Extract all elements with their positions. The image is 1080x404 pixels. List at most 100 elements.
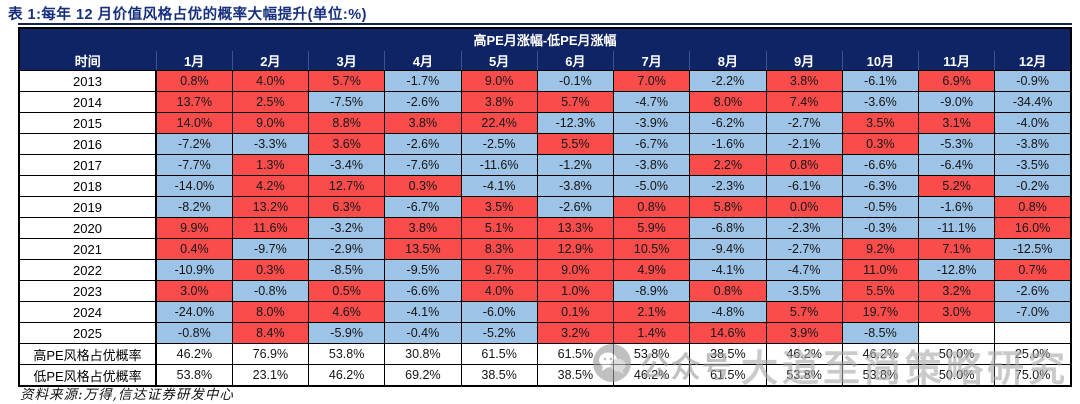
value-cell: 50.0%	[917, 364, 996, 387]
value-cell: 6.3%	[307, 196, 386, 218]
table-row: 2018 -14.0% 4.2% 12.7% 0.3% -4.1% -3.8% -5.0% -2…	[18, 175, 1072, 197]
value-cell: 22.4%	[460, 112, 538, 134]
value-cell: 46.2%	[841, 343, 920, 365]
value-cell: 4.9%	[612, 259, 691, 281]
table-row: 2016 -7.2% -3.3% 3.6% -2.6% -2.5% 5.5% -6.7% -1.…	[18, 133, 1072, 155]
value-cell: 76.9%	[231, 343, 310, 365]
table-row: 2015 14.0% 9.0% 8.8% 3.8% 22.4% -12.3% -3.9% -6.…	[18, 112, 1072, 134]
value-cell: -4.8%	[689, 301, 767, 323]
value-cell: 6.9%	[917, 70, 996, 92]
value-cell: 0.8%	[612, 196, 691, 218]
header-time: 时间	[18, 50, 157, 71]
value-cell: 0.3%	[384, 175, 462, 197]
column-header-row: 时间 1月 2月 3月 4月 5月 6月 7月 8月 9月 10月 11月 12月	[18, 50, 1072, 71]
header-month: 12月	[994, 50, 1072, 71]
value-cell: 16.0%	[994, 217, 1072, 239]
value-cell: 5.9%	[612, 217, 691, 239]
value-cell: 3.8%	[384, 217, 462, 239]
value-cell: -3.5%	[765, 280, 843, 302]
value-cell: 5.2%	[917, 175, 996, 197]
value-cell: -9.4%	[689, 238, 767, 260]
table-row: 2019 -8.2% 13.2% 6.3% -6.7% 3.5% -2.6% 0.8% 5.8%…	[18, 196, 1072, 218]
table-row: 低PE风格占优概率 53.8% 23.1% 46.2% 69.2% 38.5% 38.5% 4…	[18, 364, 1072, 387]
header-month: 10月	[841, 50, 920, 71]
value-cell: -0.3%	[841, 217, 920, 239]
pe-monthly-return-table: 高PE月涨幅-低PE月涨幅 时间 1月 2月 3月 4月 5月 6月 7月 8月 9月 10月 11月 1…	[18, 27, 1072, 387]
value-cell: 61.5%	[460, 343, 538, 365]
value-cell: 30.8%	[384, 343, 462, 365]
value-cell: -1.2%	[536, 154, 615, 176]
title-divider-rule	[18, 23, 1072, 25]
value-cell: 8.0%	[231, 301, 310, 323]
value-cell: 3.5%	[841, 112, 920, 134]
value-cell: -3.9%	[612, 112, 691, 134]
value-cell: -12.3%	[536, 112, 615, 134]
row-label: 高PE风格占优概率	[18, 343, 157, 365]
value-cell: 14.6%	[689, 322, 767, 344]
header-month: 7月	[612, 50, 691, 71]
value-cell: -3.8%	[612, 154, 691, 176]
value-cell: 5.7%	[765, 301, 843, 323]
value-cell: -6.4%	[917, 154, 996, 176]
value-cell: 0.5%	[307, 280, 386, 302]
value-cell: 1.0%	[536, 280, 615, 302]
value-cell: -2.6%	[536, 196, 615, 218]
band-header-row: 高PE月涨幅-低PE月涨幅	[18, 27, 1072, 51]
value-cell: 1.4%	[612, 322, 691, 344]
header-month: 8月	[689, 50, 767, 71]
value-cell: -34.4%	[994, 91, 1072, 113]
value-cell: -5.9%	[307, 322, 386, 344]
value-cell: 38.5%	[689, 343, 767, 365]
row-label: 2018	[18, 175, 157, 197]
header-month: 11月	[917, 50, 996, 71]
table-row: 2022 -10.9% 0.3% -8.5% -9.5% 9.7% 9.0% 4.9% -4.1…	[18, 259, 1072, 281]
value-cell: 13.2%	[231, 196, 310, 218]
value-cell: 3.0%	[917, 301, 996, 323]
value-cell: 23.1%	[231, 364, 310, 387]
value-cell: -6.6%	[384, 280, 462, 302]
header-month: 9月	[765, 50, 843, 71]
value-cell: -2.3%	[765, 217, 843, 239]
header-month: 6月	[536, 50, 615, 71]
value-cell: -1.6%	[917, 196, 996, 218]
value-cell: 0.7%	[994, 259, 1072, 281]
value-cell: -7.2%	[155, 133, 233, 155]
value-cell: 11.0%	[841, 259, 920, 281]
value-cell: -2.9%	[307, 238, 386, 260]
value-cell: -4.1%	[689, 259, 767, 281]
header-month: 5月	[460, 50, 538, 71]
value-cell: -2.1%	[765, 133, 843, 155]
table-row: 2025 -0.8% 8.4% -5.9% -0.4% -5.2% 3.2% 1.4% 14.6…	[18, 322, 1072, 344]
value-cell: 53.8%	[765, 364, 843, 387]
value-cell: 53.8%	[307, 343, 386, 365]
value-cell: -5.0%	[612, 175, 691, 197]
row-label: 2015	[18, 112, 157, 134]
value-cell: 13.7%	[155, 91, 233, 113]
row-label: 2013	[18, 70, 157, 92]
value-cell: 0.4%	[155, 238, 233, 260]
value-cell: -6.1%	[765, 175, 843, 197]
value-cell: 2.5%	[231, 91, 310, 113]
value-cell	[917, 322, 996, 344]
value-cell: -7.7%	[155, 154, 233, 176]
value-cell: -6.7%	[612, 133, 691, 155]
table-wrap: 高PE月涨幅-低PE月涨幅 时间 1月 2月 3月 4月 5月 6月 7月 8月 9月 10月 11月 1…	[18, 23, 1072, 387]
value-cell: 4.2%	[231, 175, 310, 197]
row-label: 2019	[18, 196, 157, 218]
value-cell: 61.5%	[536, 343, 615, 365]
value-cell: 3.8%	[460, 91, 538, 113]
value-cell: -8.2%	[155, 196, 233, 218]
value-cell: 8.8%	[307, 112, 386, 134]
value-cell: -2.6%	[384, 91, 462, 113]
table-title: 表 1:每年 12 月价值风格占优的概率大幅提升(单位:%)	[8, 7, 367, 23]
value-cell: 3.0%	[155, 280, 233, 302]
value-cell: 2.2%	[689, 154, 767, 176]
value-cell: 61.5%	[689, 364, 767, 387]
value-cell: 0.1%	[536, 301, 615, 323]
value-cell: -6.1%	[841, 70, 920, 92]
value-cell: 3.1%	[917, 112, 996, 134]
value-cell: -3.8%	[536, 175, 615, 197]
value-cell: 50.0%	[917, 343, 996, 365]
value-cell: 75.0%	[994, 364, 1072, 387]
value-cell: 4.0%	[460, 280, 538, 302]
